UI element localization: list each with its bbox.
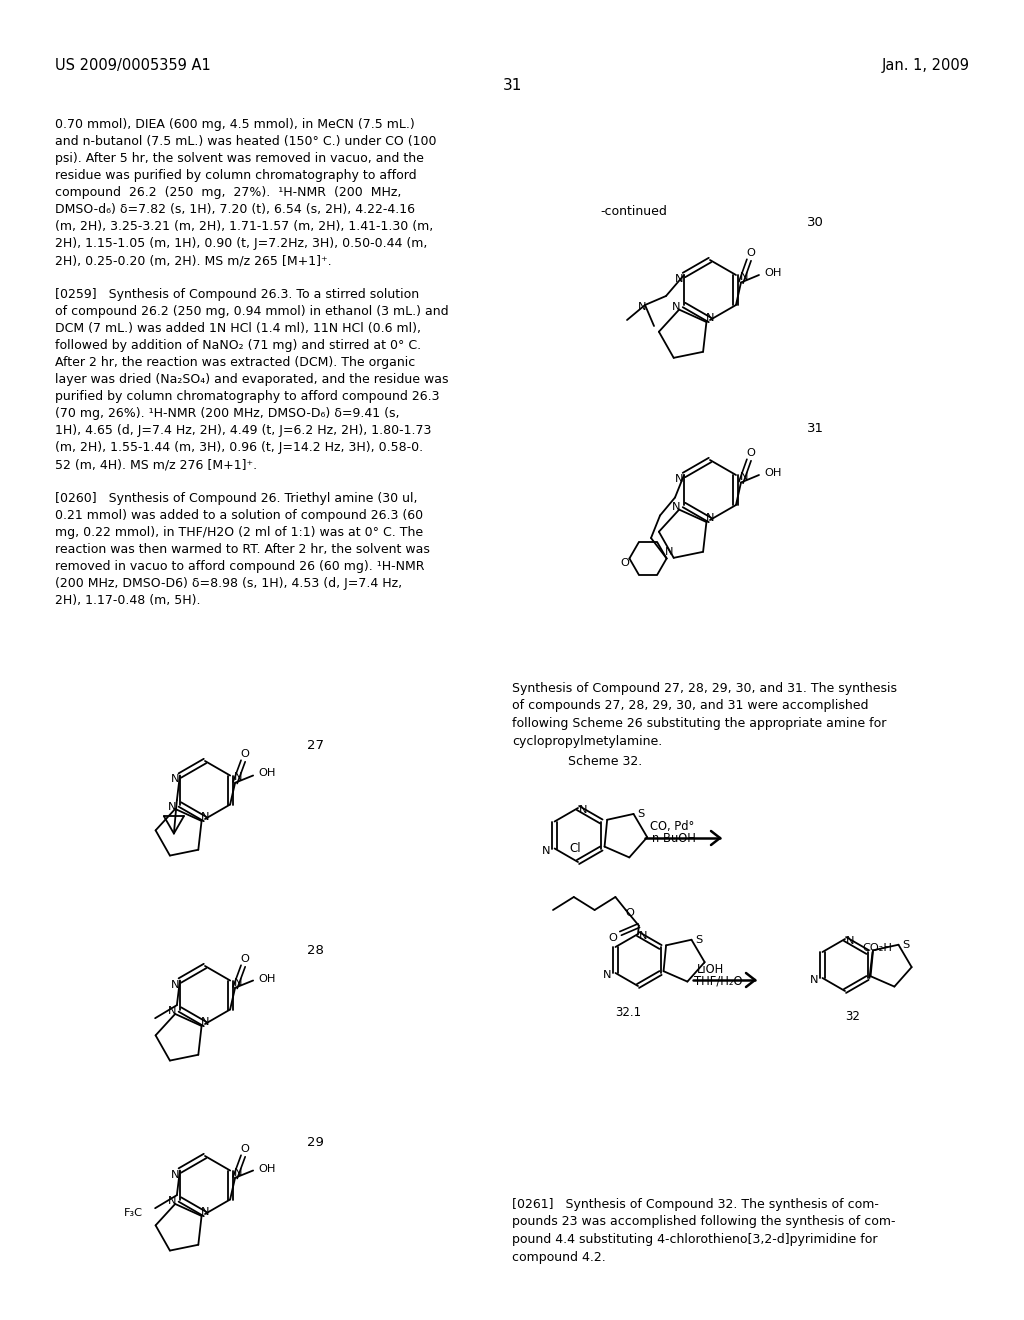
Text: Scheme 32.: Scheme 32.	[568, 755, 642, 768]
Text: following Scheme 26 substituting the appropriate amine for: following Scheme 26 substituting the app…	[512, 717, 887, 730]
Text: psi). After 5 hr, the solvent was removed in vacuo, and the: psi). After 5 hr, the solvent was remove…	[55, 152, 424, 165]
Text: 31: 31	[807, 421, 823, 434]
Text: purified by column chromatography to afford compound 26.3: purified by column chromatography to aff…	[55, 389, 439, 403]
Text: (70 mg, 26%). ¹H-NMR (200 MHz, DMSO-D₆) δ=9.41 (s,: (70 mg, 26%). ¹H-NMR (200 MHz, DMSO-D₆) …	[55, 407, 399, 420]
Text: 1H), 4.65 (d, J=7.4 Hz, 2H), 4.49 (t, J=6.2 Hz, 2H), 1.80-1.73: 1H), 4.65 (d, J=7.4 Hz, 2H), 4.49 (t, J=…	[55, 424, 431, 437]
Text: [0259]   Synthesis of Compound 26.3. To a stirred solution: [0259] Synthesis of Compound 26.3. To a …	[55, 288, 419, 301]
Text: of compounds 27, 28, 29, 30, and 31 were accomplished: of compounds 27, 28, 29, 30, and 31 were…	[512, 700, 868, 713]
Text: N: N	[233, 772, 243, 783]
Text: N: N	[168, 801, 176, 812]
Text: DMSO-d₆) δ=7.82 (s, 1H), 7.20 (t), 6.54 (s, 2H), 4.22-4.16: DMSO-d₆) δ=7.82 (s, 1H), 7.20 (t), 6.54 …	[55, 203, 415, 216]
Text: pounds 23 was accomplished following the synthesis of com-: pounds 23 was accomplished following the…	[512, 1216, 896, 1229]
Text: (m, 2H), 1.55-1.44 (m, 3H), 0.96 (t, J=14.2 Hz, 3H), 0.58-0.: (m, 2H), 1.55-1.44 (m, 3H), 0.96 (t, J=1…	[55, 441, 423, 454]
Text: Cl: Cl	[569, 842, 581, 854]
Text: cyclopropylmetylamine.: cyclopropylmetylamine.	[512, 734, 663, 747]
Text: OH: OH	[764, 469, 781, 478]
Text: 28: 28	[306, 944, 324, 957]
Text: O: O	[746, 447, 756, 458]
Text: N: N	[201, 1206, 209, 1217]
Text: N: N	[675, 474, 683, 484]
Text: US 2009/0005359 A1: US 2009/0005359 A1	[55, 58, 211, 73]
Text: N: N	[639, 931, 647, 941]
Text: 2H), 0.25-0.20 (m, 2H). MS m/z 265 [M+1]⁺.: 2H), 0.25-0.20 (m, 2H). MS m/z 265 [M+1]…	[55, 253, 332, 267]
Text: N: N	[672, 302, 680, 312]
Text: N: N	[706, 513, 715, 523]
Text: 29: 29	[306, 1137, 324, 1150]
Text: N: N	[666, 548, 674, 557]
Text: layer was dried (Na₂SO₄) and evaporated, and the residue was: layer was dried (Na₂SO₄) and evaporated,…	[55, 374, 449, 385]
Text: followed by addition of NaNO₂ (71 mg) and stirred at 0° C.: followed by addition of NaNO₂ (71 mg) an…	[55, 339, 421, 352]
Text: CO₂H: CO₂H	[862, 942, 893, 953]
Text: N: N	[579, 805, 587, 814]
Text: mg, 0.22 mmol), in THF/H2O (2 ml of 1:1) was at 0° C. The: mg, 0.22 mmol), in THF/H2O (2 ml of 1:1)…	[55, 525, 423, 539]
Text: THF/H₂O: THF/H₂O	[694, 975, 742, 987]
Text: N: N	[171, 775, 179, 784]
Text: compound  26.2  (250  mg,  27%).  ¹H-NMR  (200  MHz,: compound 26.2 (250 mg, 27%). ¹H-NMR (200…	[55, 186, 401, 199]
Text: N: N	[739, 272, 749, 282]
Text: and n-butanol (7.5 mL.) was heated (150° C.) under CO (100: and n-butanol (7.5 mL.) was heated (150°…	[55, 135, 436, 148]
Text: O: O	[746, 248, 756, 257]
Text: [0261]   Synthesis of Compound 32. The synthesis of com-: [0261] Synthesis of Compound 32. The syn…	[512, 1199, 879, 1210]
Text: Synthesis of Compound 27, 28, 29, 30, and 31. The synthesis: Synthesis of Compound 27, 28, 29, 30, an…	[512, 682, 897, 696]
Text: Jan. 1, 2009: Jan. 1, 2009	[882, 58, 970, 73]
Text: N: N	[846, 936, 854, 946]
Text: (m, 2H), 3.25-3.21 (m, 2H), 1.71-1.57 (m, 2H), 1.41-1.30 (m,: (m, 2H), 3.25-3.21 (m, 2H), 1.71-1.57 (m…	[55, 220, 433, 234]
Text: CO, Pd°: CO, Pd°	[650, 820, 694, 833]
Text: N: N	[706, 313, 715, 323]
Text: S: S	[902, 940, 909, 949]
Text: 30: 30	[807, 215, 823, 228]
Text: 52 (m, 4H). MS m/z 276 [M+1]⁺.: 52 (m, 4H). MS m/z 276 [M+1]⁺.	[55, 458, 257, 471]
Text: LiOH: LiOH	[697, 964, 724, 975]
Text: pound 4.4 substituting 4-chlorothieno[3,2-d]pyrimidine for: pound 4.4 substituting 4-chlorothieno[3,…	[512, 1233, 878, 1246]
Text: O: O	[241, 954, 250, 964]
Text: OH: OH	[764, 268, 781, 279]
Text: removed in vacuo to afford compound 26 (60 mg). ¹H-NMR: removed in vacuo to afford compound 26 (…	[55, 560, 425, 573]
Text: N: N	[233, 1167, 243, 1177]
Text: N: N	[201, 812, 209, 822]
Text: 0.21 mmol) was added to a solution of compound 26.3 (60: 0.21 mmol) was added to a solution of co…	[55, 510, 423, 521]
Text: (200 MHz, DMSO-D6) δ=8.98 (s, 1H), 4.53 (d, J=7.4 Hz,: (200 MHz, DMSO-D6) δ=8.98 (s, 1H), 4.53 …	[55, 577, 402, 590]
Text: OH: OH	[258, 974, 275, 983]
Text: 2H), 1.15-1.05 (m, 1H), 0.90 (t, J=7.2Hz, 3H), 0.50-0.44 (m,: 2H), 1.15-1.05 (m, 1H), 0.90 (t, J=7.2Hz…	[55, 238, 427, 249]
Text: N: N	[233, 978, 243, 987]
Text: S: S	[695, 935, 702, 945]
Text: 2H), 1.17-0.48 (m, 5H).: 2H), 1.17-0.48 (m, 5H).	[55, 594, 201, 607]
Text: 0.70 mmol), DIEA (600 mg, 4.5 mmol), in MeCN (7.5 mL.): 0.70 mmol), DIEA (600 mg, 4.5 mmol), in …	[55, 117, 415, 131]
Text: 31: 31	[503, 78, 521, 92]
Text: N: N	[675, 275, 683, 284]
Text: N: N	[171, 1170, 179, 1180]
Text: 32: 32	[846, 1011, 860, 1023]
Text: O: O	[241, 1143, 250, 1154]
Text: O: O	[626, 908, 634, 917]
Text: O: O	[620, 558, 629, 569]
Text: n-BuOH: n-BuOH	[652, 832, 696, 845]
Text: N: N	[810, 975, 819, 985]
Text: N: N	[171, 979, 179, 990]
Text: compound 4.2.: compound 4.2.	[512, 1250, 606, 1263]
Text: 32.1: 32.1	[615, 1006, 641, 1019]
Text: OH: OH	[258, 768, 275, 779]
Text: [0260]   Synthesis of Compound 26. Triethyl amine (30 ul,: [0260] Synthesis of Compound 26. Triethy…	[55, 492, 418, 506]
Text: N: N	[603, 970, 611, 979]
Text: O: O	[241, 748, 250, 759]
Text: N: N	[739, 473, 749, 482]
Text: N: N	[168, 1196, 176, 1206]
Text: N: N	[201, 1016, 209, 1027]
Text: N: N	[168, 1006, 176, 1016]
Text: DCM (7 mL.) was added 1N HCl (1.4 ml), 11N HCl (0.6 ml),: DCM (7 mL.) was added 1N HCl (1.4 ml), 1…	[55, 322, 421, 335]
Text: After 2 hr, the reaction was extracted (DCM). The organic: After 2 hr, the reaction was extracted (…	[55, 356, 416, 370]
Text: N: N	[638, 302, 646, 312]
Text: OH: OH	[258, 1163, 275, 1173]
Text: of compound 26.2 (250 mg, 0.94 mmol) in ethanol (3 mL.) and: of compound 26.2 (250 mg, 0.94 mmol) in …	[55, 305, 449, 318]
Text: S: S	[637, 809, 644, 818]
Text: -continued: -continued	[600, 205, 667, 218]
Text: reaction was then warmed to RT. After 2 hr, the solvent was: reaction was then warmed to RT. After 2 …	[55, 543, 430, 556]
Text: residue was purified by column chromatography to afford: residue was purified by column chromatog…	[55, 169, 417, 182]
Text: N: N	[672, 502, 680, 512]
Text: F₃C: F₃C	[124, 1208, 143, 1218]
Text: 27: 27	[306, 738, 324, 751]
Text: O: O	[608, 933, 617, 944]
Text: N: N	[543, 846, 551, 855]
